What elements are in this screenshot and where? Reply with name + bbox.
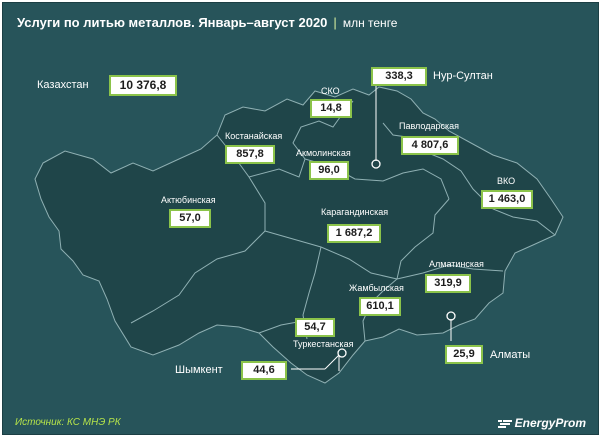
footer: Источник: КС МНЭ РК EnergyProm xyxy=(3,412,598,434)
region-value-almaty-region: 319,9 xyxy=(425,274,471,293)
region-label-turkestan: Туркестанская xyxy=(293,339,354,349)
source-note: Источник: КС МНЭ РК xyxy=(15,417,121,428)
region-value-shymkent: 44,6 xyxy=(241,361,287,380)
region-label-nur-sultan: Нур-Султан xyxy=(433,70,493,82)
region-value-almaty: 25,9 xyxy=(445,345,483,364)
region-label-almaty-region: Алматинская xyxy=(429,259,484,269)
energyprom-logo-icon xyxy=(497,419,512,428)
region-value-vko: 1 463,0 xyxy=(481,190,533,209)
region-label-almaty: Алматы xyxy=(490,349,531,361)
region-label-karaganda: Карагандинская xyxy=(321,207,389,217)
region-value-akmola: 96,0 xyxy=(309,161,349,180)
kazakhstan-map xyxy=(34,83,564,384)
region-label-aktobe: Актюбинская xyxy=(161,195,216,205)
region-label-zhambyl: Жамбылская xyxy=(349,283,404,293)
city-marker-shymkent xyxy=(337,348,347,358)
page-title: Услуги по литью металлов. Январь–август … xyxy=(17,15,328,30)
city-marker-nur-sultan xyxy=(371,159,381,169)
title-separator: | xyxy=(333,15,337,30)
region-value-kostanay: 857,8 xyxy=(225,145,275,164)
region-value-nur-sultan: 338,3 xyxy=(371,67,427,86)
region-label-shymkent: Шымкент xyxy=(175,364,223,376)
brand-logo: EnergyProm xyxy=(497,416,586,430)
country-outline xyxy=(34,86,564,384)
region-value-karaganda: 1 687,2 xyxy=(327,224,381,243)
region-label-akmola: Акмолинская xyxy=(296,148,351,158)
chart-header: Услуги по литью металлов. Январь–август … xyxy=(17,15,397,30)
total-value: 10 376,8 xyxy=(109,75,177,96)
total-label: Казахстан xyxy=(37,79,89,91)
leader-lines xyxy=(291,83,452,371)
region-value-pavlodar: 4 807,6 xyxy=(401,136,459,155)
region-label-sko: СКО xyxy=(321,86,340,96)
region-value-aktobe: 57,0 xyxy=(169,209,211,228)
region-label-pavlodar: Павлодарская xyxy=(399,121,459,131)
region-value-sko: 14,8 xyxy=(310,99,352,118)
region-value-turkestan: 54,7 xyxy=(295,318,335,337)
brand-name: EnergyProm xyxy=(514,416,586,430)
region-label-vko: ВКО xyxy=(497,176,516,186)
region-value-zhambyl: 610,1 xyxy=(359,297,401,316)
region-label-kostanay: Костанайская xyxy=(225,131,283,141)
unit-label: млн тенге xyxy=(342,16,398,30)
city-marker-almaty xyxy=(446,311,456,321)
